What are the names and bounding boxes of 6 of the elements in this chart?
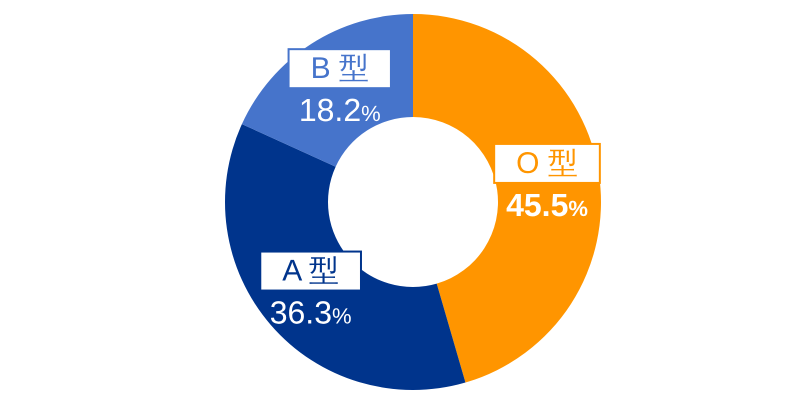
- slice-label: A 型: [282, 254, 339, 288]
- data-label: 45.5%: [506, 186, 588, 223]
- slice-label: O 型: [516, 146, 578, 180]
- data-label: 36.3%: [270, 294, 352, 331]
- slice-label: B 型: [310, 52, 369, 86]
- data-label: 18.2%: [298, 92, 381, 128]
